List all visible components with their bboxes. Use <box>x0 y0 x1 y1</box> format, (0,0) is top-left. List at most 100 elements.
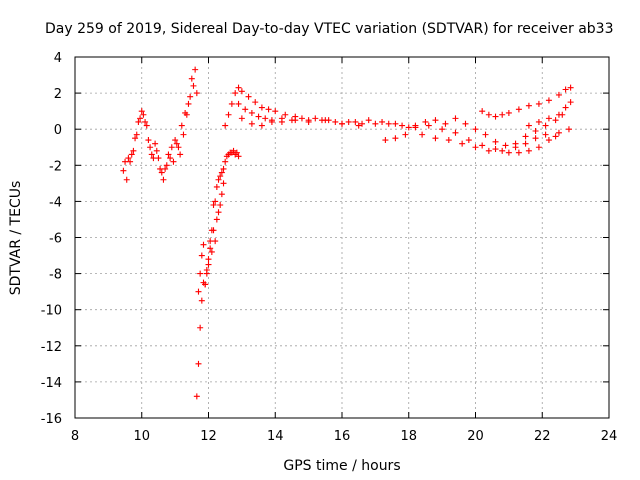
data-point <box>235 84 242 91</box>
data-point <box>412 124 419 131</box>
series-arc-6 <box>235 100 559 154</box>
data-point <box>185 100 192 107</box>
data-point <box>132 135 139 142</box>
data-point <box>392 135 399 142</box>
data-point <box>172 137 179 144</box>
data-point <box>200 241 207 248</box>
data-point <box>167 155 174 162</box>
data-point <box>532 135 539 142</box>
data-point <box>213 216 220 223</box>
data-point <box>125 155 132 162</box>
data-point <box>272 108 279 115</box>
data-point <box>459 140 466 147</box>
x-tick-label: 18 <box>400 429 417 444</box>
data-point <box>535 118 542 125</box>
data-point <box>445 137 452 144</box>
data-point <box>235 100 242 107</box>
data-point <box>197 324 204 331</box>
data-point <box>535 100 542 107</box>
data-point <box>298 115 305 122</box>
data-point <box>265 106 272 113</box>
data-point <box>150 155 157 162</box>
x-tick-label: 20 <box>467 429 484 444</box>
data-point <box>562 104 569 111</box>
y-tick-label: -2 <box>49 159 62 174</box>
data-point <box>207 238 214 245</box>
data-point <box>205 261 212 268</box>
data-point <box>133 131 140 138</box>
data-point <box>212 238 219 245</box>
data-point <box>195 360 202 367</box>
data-point <box>135 118 142 125</box>
data-point <box>492 113 499 120</box>
data-point <box>155 155 162 162</box>
data-point <box>502 142 509 149</box>
data-point <box>345 118 352 125</box>
data-point <box>248 109 255 116</box>
x-tick-label: 16 <box>334 429 351 444</box>
data-point <box>178 122 185 129</box>
data-point <box>165 151 172 158</box>
data-point <box>562 86 569 93</box>
series-arc-7 <box>238 115 362 129</box>
data-point <box>552 133 559 140</box>
data-point <box>452 115 459 122</box>
series-arc-3 <box>193 147 242 400</box>
data-point <box>372 120 379 127</box>
data-point <box>485 147 492 154</box>
data-point <box>422 118 429 125</box>
data-point <box>332 118 339 125</box>
data-point <box>193 90 200 97</box>
data-point <box>359 120 366 127</box>
data-point <box>305 118 312 125</box>
data-point <box>218 191 225 198</box>
data-point <box>555 129 562 136</box>
data-point <box>505 109 512 116</box>
data-point <box>439 126 446 133</box>
y-tick-label: 2 <box>54 87 62 102</box>
x-tick-label: 22 <box>534 429 551 444</box>
data-point <box>479 108 486 115</box>
data-point <box>137 115 144 122</box>
y-tick-label: -10 <box>41 304 62 319</box>
data-point <box>425 122 432 129</box>
x-tick-label: 8 <box>71 429 79 444</box>
y-tick-label: -4 <box>49 195 62 210</box>
data-point <box>492 146 499 153</box>
data-point <box>385 120 392 127</box>
data-point <box>238 115 245 122</box>
data-point <box>379 118 386 125</box>
data-point <box>128 151 135 158</box>
data-point <box>515 149 522 156</box>
data-point <box>352 118 359 125</box>
data-point <box>248 120 255 127</box>
data-point <box>127 158 134 165</box>
data-point <box>210 202 217 209</box>
data-point <box>130 147 137 154</box>
data-point <box>203 270 210 277</box>
data-point <box>292 117 299 124</box>
series-arc-2 <box>122 66 199 176</box>
data-point <box>492 138 499 145</box>
data-point <box>555 111 562 118</box>
y-tick-label: -14 <box>41 376 62 391</box>
data-point <box>152 140 159 147</box>
data-point <box>193 393 200 400</box>
data-point <box>177 151 184 158</box>
data-point <box>382 137 389 144</box>
data-point <box>212 198 219 205</box>
data-point <box>545 115 552 122</box>
data-point <box>392 120 399 127</box>
data-point <box>143 122 150 129</box>
data-point <box>545 137 552 144</box>
data-point <box>157 165 164 172</box>
data-point <box>142 118 149 125</box>
data-point <box>163 162 170 169</box>
data-point <box>222 122 229 129</box>
y-tick-label: -8 <box>49 268 62 283</box>
data-point <box>312 115 319 122</box>
data-point <box>432 117 439 124</box>
series-arc-4 <box>195 180 227 295</box>
x-tick-label: 12 <box>200 429 217 444</box>
data-point <box>192 66 199 73</box>
